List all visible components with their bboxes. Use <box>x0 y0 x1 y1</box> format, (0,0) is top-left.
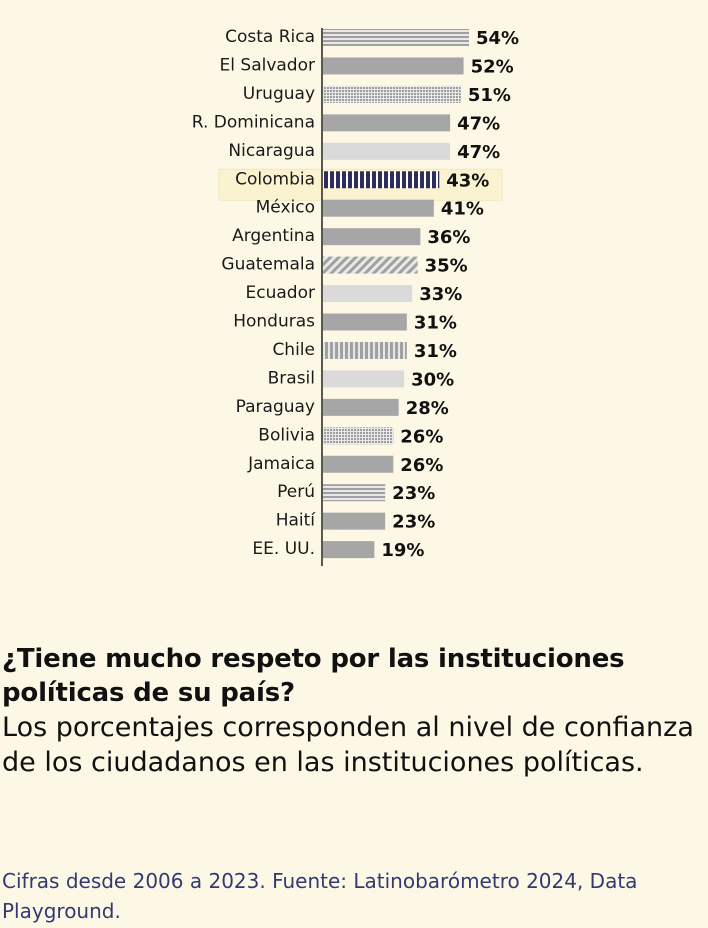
category-label-bolivia: Bolivia <box>258 425 315 445</box>
bar-bolivia <box>323 427 394 445</box>
value-label-chile: 31% <box>414 341 457 362</box>
bar-ee-uu <box>323 541 375 559</box>
category-label-ecuador: Ecuador <box>246 283 315 303</box>
bar-argentina <box>323 228 421 246</box>
value-label-haiti: 23% <box>392 512 435 533</box>
value-label-costa-rica: 54% <box>476 28 519 49</box>
bar-brasil <box>323 370 405 388</box>
bar-el-salvador <box>323 57 464 75</box>
value-label-r-dominicana: 47% <box>457 113 500 134</box>
bar-chile <box>323 341 407 359</box>
category-label-guatemala: Guatemala <box>221 255 315 275</box>
chart-caption: ¿Tiene mucho respeto por las institucion… <box>2 642 702 780</box>
value-label-argentina: 36% <box>427 227 470 248</box>
bar-honduras <box>323 313 407 331</box>
category-label-uruguay: Uruguay <box>243 84 315 104</box>
category-label-haiti: Haití <box>276 511 317 531</box>
value-label-paraguay: 28% <box>406 398 449 419</box>
category-label-r-dominicana: R. Dominicana <box>192 112 315 132</box>
chart-subtitle: Los porcentajes corresponden al nivel de… <box>2 712 694 778</box>
value-label-ecuador: 33% <box>419 284 462 305</box>
bar-r-dominicana <box>323 114 451 132</box>
bar-uruguay <box>323 85 461 103</box>
category-label-costa-rica: Costa Rica <box>225 27 315 47</box>
bar-chart: Costa Rica 54% El Salvador 52% Uruguay 51% R. … <box>192 27 519 566</box>
value-label-guatemala: 35% <box>425 256 468 277</box>
category-label-ee-uu: EE. UU. <box>252 539 315 559</box>
value-label-brasil: 30% <box>411 369 454 390</box>
bar-colombia <box>323 171 440 189</box>
bar-mexico <box>323 199 434 217</box>
category-label-honduras: Honduras <box>233 312 315 332</box>
category-label-colombia: Colombia <box>235 169 315 189</box>
category-label-brasil: Brasil <box>268 368 315 388</box>
value-label-jamaica: 26% <box>400 455 443 476</box>
bar-costa-rica <box>323 29 469 46</box>
bar-guatemala <box>323 256 418 274</box>
bar-peru <box>323 484 386 502</box>
value-label-ee-uu: 19% <box>381 540 424 561</box>
value-label-peru: 23% <box>392 483 435 504</box>
bar-paraguay <box>323 398 399 416</box>
bar-ecuador <box>323 285 413 303</box>
value-label-honduras: 31% <box>414 313 457 334</box>
value-label-uruguay: 51% <box>468 85 511 106</box>
category-label-argentina: Argentina <box>232 226 315 246</box>
category-label-nicaragua: Nicaragua <box>228 141 315 161</box>
category-label-mexico: México <box>256 198 315 218</box>
chart-source: Cifras desde 2006 a 2023. Fuente: Latino… <box>2 869 638 923</box>
category-label-peru: Perú <box>277 482 315 502</box>
bar-haiti <box>323 512 386 530</box>
bar-nicaragua <box>323 142 451 160</box>
category-label-chile: Chile <box>272 340 315 360</box>
chart-title: ¿Tiene mucho respeto por las institucion… <box>2 644 625 708</box>
category-label-jamaica: Jamaica <box>247 454 315 474</box>
category-label-paraguay: Paraguay <box>236 397 315 417</box>
value-label-nicaragua: 47% <box>457 142 500 163</box>
value-label-colombia: 43% <box>446 170 489 191</box>
category-label-el-salvador: El Salvador <box>220 55 315 75</box>
bar-jamaica <box>323 455 394 473</box>
value-label-bolivia: 26% <box>400 426 443 447</box>
value-label-mexico: 41% <box>441 199 484 220</box>
value-label-el-salvador: 52% <box>471 56 514 77</box>
